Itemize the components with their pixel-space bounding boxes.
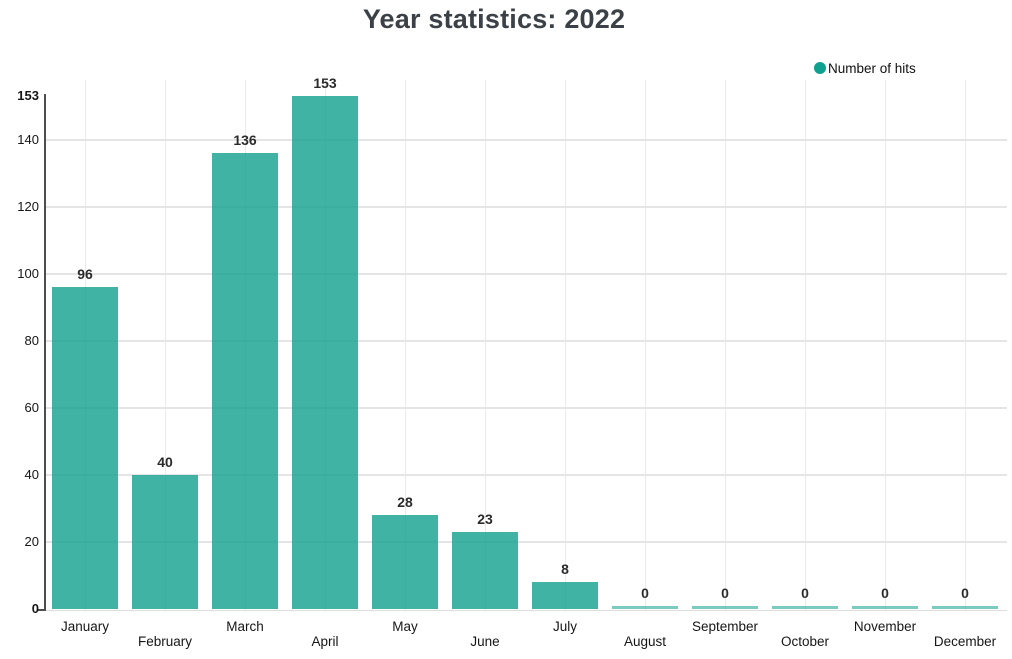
gridline-vertical-february bbox=[165, 80, 166, 610]
chart-title: Year statistics: 2022 bbox=[362, 4, 626, 34]
gridline-vertical-august bbox=[645, 80, 646, 610]
x-baseline bbox=[45, 610, 1007, 611]
legend-item[interactable]: Number of hits bbox=[814, 60, 916, 76]
x-tick-label-november: November bbox=[853, 619, 917, 634]
legend-marker-icon bbox=[814, 62, 826, 74]
legend-label: Number of hits bbox=[828, 60, 916, 76]
bar-value-label-november: 0 bbox=[881, 585, 889, 601]
y-tick-label-20: 20 bbox=[24, 533, 39, 549]
gridline-vertical-december bbox=[965, 80, 966, 610]
x-tick-label-august: August bbox=[623, 634, 667, 649]
gridline-horizontal-140 bbox=[45, 138, 1007, 141]
y-tick-label-80: 80 bbox=[24, 332, 39, 348]
bar-november[interactable] bbox=[852, 606, 918, 609]
bar-january[interactable] bbox=[52, 287, 118, 609]
bar-value-label-december: 0 bbox=[961, 585, 969, 601]
x-tick-label-june: June bbox=[470, 634, 500, 649]
bar-february[interactable] bbox=[132, 474, 198, 609]
gridline-horizontal-20 bbox=[45, 540, 1007, 543]
bar-value-label-august: 0 bbox=[641, 585, 649, 601]
gridline-vertical-november bbox=[885, 80, 886, 610]
bar-value-label-may: 28 bbox=[397, 494, 413, 511]
bar-value-label-april: 153 bbox=[313, 75, 337, 91]
bar-value-label-october: 0 bbox=[801, 585, 809, 601]
gridline-horizontal-80 bbox=[45, 339, 1007, 342]
x-tick-label-march: March bbox=[226, 619, 264, 634]
gridline-vertical-july bbox=[565, 80, 566, 610]
bar-december[interactable] bbox=[932, 606, 998, 609]
bar-may[interactable] bbox=[372, 515, 438, 609]
y-axis-line bbox=[44, 94, 46, 611]
bar-july[interactable] bbox=[532, 582, 598, 609]
bar-value-label-february: 40 bbox=[157, 453, 173, 470]
y-tick-label-60: 60 bbox=[24, 399, 39, 415]
bar-june[interactable] bbox=[452, 531, 518, 609]
gridline-horizontal-40 bbox=[45, 473, 1007, 476]
gridline-horizontal-120 bbox=[45, 205, 1007, 208]
y-tick-label-100: 100 bbox=[17, 265, 39, 281]
gridline-vertical-october bbox=[805, 80, 806, 610]
gridline-horizontal-100 bbox=[45, 272, 1007, 275]
bar-october[interactable] bbox=[772, 606, 838, 609]
bar-value-label-march: 136 bbox=[233, 132, 257, 148]
y-tick-label-120: 120 bbox=[17, 198, 39, 214]
x-tick-label-july: July bbox=[552, 619, 577, 634]
x-tick-label-april: April bbox=[311, 634, 339, 649]
y-axis-zero-tick bbox=[37, 609, 45, 611]
gridline-vertical-may bbox=[405, 80, 406, 610]
bar-april[interactable] bbox=[292, 96, 358, 609]
bar-value-label-september: 0 bbox=[721, 585, 729, 601]
bar-value-label-july: 8 bbox=[561, 561, 569, 578]
y-tick-label-0: 0 bbox=[31, 601, 39, 616]
x-tick-label-february: February bbox=[137, 634, 193, 649]
x-tick-label-october: October bbox=[780, 634, 830, 649]
x-tick-label-december: December bbox=[933, 634, 997, 649]
x-tick-label-september: September bbox=[691, 619, 759, 634]
bar-value-label-june: 23 bbox=[477, 510, 493, 527]
bar-september[interactable] bbox=[692, 606, 758, 609]
y-tick-label-140: 140 bbox=[17, 131, 39, 147]
bar-value-label-january: 96 bbox=[77, 266, 93, 283]
gridline-vertical-june bbox=[485, 80, 486, 610]
gridline-horizontal-60 bbox=[45, 406, 1007, 409]
y-tick-label-153: 153 bbox=[17, 88, 39, 103]
x-tick-label-january: January bbox=[60, 619, 110, 634]
x-tick-label-may: May bbox=[392, 619, 418, 634]
bar-march[interactable] bbox=[212, 153, 278, 609]
gridline-vertical-september bbox=[725, 80, 726, 610]
bar-august[interactable] bbox=[612, 606, 678, 609]
y-tick-label-40: 40 bbox=[24, 466, 39, 482]
